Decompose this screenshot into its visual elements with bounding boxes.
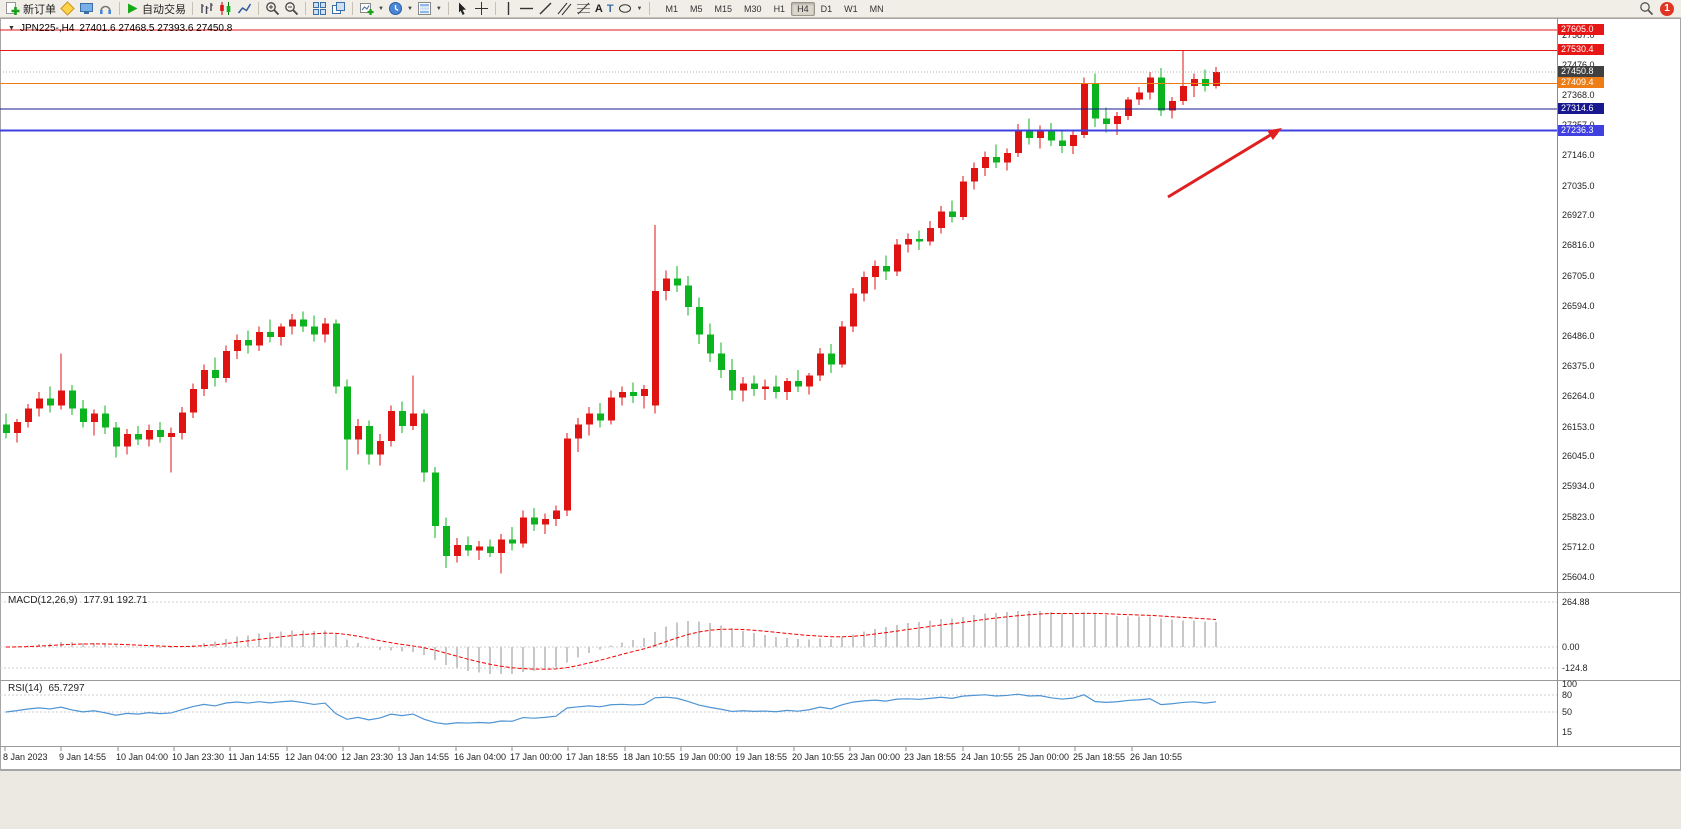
toolbar-separator (192, 2, 193, 15)
line-chart-mode-button[interactable] (235, 1, 254, 17)
toolbar-separator (305, 2, 306, 15)
timeframe-h1-button[interactable]: H1 (773, 3, 786, 14)
timeframe-m5-button[interactable]: M5 (690, 3, 703, 14)
fibonacci-icon (576, 2, 590, 15)
notification-badge[interactable]: 1 (1660, 1, 1674, 16)
timeframe-m15-button[interactable]: M15 (714, 3, 733, 14)
timeframe-m30-button[interactable]: M30 (744, 3, 762, 14)
play-icon (128, 3, 138, 14)
cursor-icon (458, 2, 466, 15)
zoom-out-button[interactable] (282, 1, 301, 17)
toolbar-separator (648, 2, 650, 15)
vertical-line-icon (507, 2, 510, 15)
timeframe-d1-button[interactable]: D1 (820, 3, 833, 14)
trendline-icon (539, 2, 552, 15)
label-tool-icon: T (606, 2, 614, 15)
candlestick-series (3, 50, 1220, 574)
monitor-icon (80, 3, 93, 14)
zoom-in-button[interactable] (263, 1, 282, 17)
rsi-line (5, 693, 1217, 725)
templates-button[interactable]: ▼ (415, 1, 444, 17)
new-chart-button[interactable]: ▼ (357, 1, 386, 17)
chevron-down-icon: ▼ (378, 5, 384, 12)
chevron-down-icon: ▼ (406, 5, 413, 12)
toolbar-separator (352, 2, 353, 15)
horizontal-line-icon (519, 7, 533, 10)
crosshair-tool-button[interactable] (472, 1, 491, 17)
tile-windows-icon (313, 2, 326, 15)
bar-chart-mode-button[interactable] (197, 1, 216, 17)
macd-signal-line (5, 612, 1217, 670)
search-icon[interactable] (1639, 1, 1654, 16)
timeframe-group: M1 M5 M15 M30 H1 H4 D1 W1 MN (660, 1, 890, 16)
zoom-out-icon (285, 2, 299, 16)
toolbar-separator (494, 2, 496, 15)
crosshair-icon (474, 2, 488, 15)
text-tool-icon: A (594, 2, 603, 15)
annotation-arrow[interactable] (1167, 130, 1276, 199)
support-button[interactable] (96, 1, 115, 17)
toolbar-separator (258, 2, 259, 15)
new-order-icon (6, 2, 20, 15)
shapes-tool-button[interactable]: ▼ (616, 1, 645, 17)
zoom-in-icon (266, 2, 280, 16)
horizontal-line-tool-button[interactable] (517, 1, 536, 17)
toolbar-right-group: 1 (1639, 1, 1678, 16)
candlestick-icon (220, 2, 231, 15)
trendline-tool-button[interactable] (536, 1, 555, 17)
vertical-line-tool-button[interactable] (500, 1, 517, 17)
new-order-button[interactable]: 新订单 (3, 1, 58, 17)
channel-tool-button[interactable] (555, 1, 574, 17)
label-tool-button[interactable]: T (605, 1, 616, 17)
clock-icon (388, 2, 402, 15)
fibonacci-tool-button[interactable] (574, 1, 593, 17)
chevron-down-icon: ▼ (636, 5, 643, 12)
market-watch-button[interactable] (77, 1, 96, 17)
annotation-arrow-head (1267, 128, 1282, 140)
diamond-icon (60, 1, 75, 16)
text-tool-button[interactable]: A (593, 1, 605, 17)
cascade-windows-button[interactable] (329, 1, 348, 17)
new-order-label: 新订单 (23, 3, 56, 16)
chevron-down-icon: ▼ (435, 5, 442, 12)
status-bar (0, 770, 1681, 829)
headset-icon (100, 5, 111, 14)
charts-button[interactable] (58, 1, 77, 17)
shapes-icon (618, 4, 631, 13)
new-chart-icon (360, 3, 374, 15)
tile-windows-button[interactable] (310, 1, 329, 17)
channel-icon (557, 2, 572, 16)
autotrading-button[interactable]: 自动交易 (124, 1, 188, 17)
timeframe-h4-button[interactable]: H4 (791, 1, 815, 16)
toolbar: 新订单 自动交易 (0, 0, 1681, 18)
timeframe-m1-button[interactable]: M1 (665, 3, 679, 14)
toolbar-separator (447, 2, 449, 15)
bar-chart-icon (201, 3, 213, 14)
cursor-tool-button[interactable] (453, 1, 472, 17)
line-chart-icon (237, 3, 252, 14)
candle-chart-mode-button[interactable] (216, 1, 235, 17)
template-icon (417, 2, 431, 15)
autotrading-label: 自动交易 (142, 3, 186, 16)
timeframe-mn-button[interactable]: MN (869, 3, 884, 14)
timeframe-w1-button[interactable]: W1 (844, 3, 858, 14)
toolbar-separator (119, 2, 120, 15)
cascade-windows-icon (332, 2, 345, 14)
periods-button[interactable]: ▼ (386, 1, 415, 17)
